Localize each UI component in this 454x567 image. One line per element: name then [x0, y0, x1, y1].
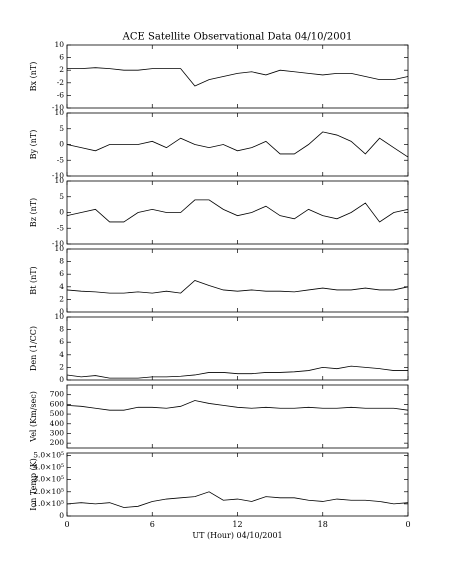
y-tick-label: 0 — [59, 208, 64, 217]
y-tick-label: 2 — [59, 65, 64, 74]
data-line — [66, 280, 409, 294]
x-tick-label: 0 — [64, 520, 69, 529]
y-tick-label: 8 — [59, 325, 64, 334]
y-tick-label: 4 — [59, 350, 64, 359]
y-tick-label: -10 — [52, 239, 64, 248]
y-tick-label: -2 — [57, 78, 65, 87]
chart-title: ACE Satellite Observational Data 04/10/2… — [122, 32, 353, 43]
x-axis-label: UT (Hour) 04/10/2001 — [192, 531, 282, 540]
panel-frame — [66, 316, 409, 381]
y-tick-label: -6 — [57, 90, 65, 99]
y-axis-label: Ion Temp (K) — [29, 458, 38, 511]
y-tick-label: 5 — [59, 124, 64, 133]
data-line — [67, 67, 409, 87]
panel-frame — [66, 384, 409, 449]
y-axis-label: Den (1/CC) — [29, 326, 38, 371]
y-tick-label: 5.0×10⁵ — [33, 450, 64, 459]
panel-frame — [66, 248, 409, 313]
panel-frame — [66, 452, 409, 517]
y-tick-label: 6 — [59, 269, 64, 278]
y-tick-label: 10 — [54, 176, 64, 185]
data-line — [66, 365, 408, 379]
x-tick-label: 0 — [405, 520, 410, 529]
panel-frame — [66, 44, 409, 109]
y-tick-label: 10 — [54, 40, 64, 49]
y-tick-label: 2 — [59, 362, 64, 371]
y-tick-label: 3.0×10⁵ — [33, 475, 64, 484]
y-tick-label: 0 — [59, 375, 64, 384]
y-tick-label: -10 — [52, 171, 64, 180]
panel-frame — [66, 180, 409, 245]
y-tick-label: 6 — [59, 337, 64, 346]
y-tick-label: 8 — [59, 257, 64, 266]
y-tick-label: 1.0×10⁵ — [33, 499, 64, 508]
y-tick-label: -10 — [52, 103, 64, 112]
x-tick-label: 12 — [232, 520, 242, 529]
y-tick-label: 0 — [59, 511, 64, 520]
y-tick-label: 200 — [50, 438, 65, 447]
y-tick-label: 400 — [50, 419, 65, 428]
y-tick-label: -5 — [57, 223, 65, 232]
y-tick-label: 10 — [54, 244, 64, 253]
y-tick-label: 2 — [59, 294, 64, 303]
y-tick-label: 0 — [59, 140, 64, 149]
y-tick-label: 4 — [59, 282, 64, 291]
y-tick-label: 300 — [50, 428, 65, 437]
x-tick-label: 6 — [150, 520, 155, 529]
y-tick-label: 4.0×10⁵ — [33, 463, 64, 472]
y-axis-label: Bx (nT) — [29, 62, 38, 92]
data-line — [66, 131, 409, 158]
y-axis-label: Bt (nT) — [29, 266, 38, 294]
y-tick-label: 6 — [59, 53, 64, 62]
y-tick-label: 10 — [54, 312, 64, 321]
y-tick-label: 500 — [50, 409, 65, 418]
data-line — [66, 400, 409, 411]
x-tick-label: 18 — [318, 520, 328, 529]
y-axis-label: Vel (Km/sec) — [29, 391, 38, 443]
y-tick-label: 700 — [50, 390, 65, 399]
y-tick-label: 2.0×10⁵ — [33, 487, 64, 496]
y-axis-label: By (nT) — [29, 130, 38, 160]
y-axis-label: Bz (nT) — [29, 198, 38, 227]
y-tick-label: -5 — [57, 155, 65, 164]
data-line — [66, 491, 409, 508]
y-tick-label: 5 — [59, 192, 64, 201]
y-tick-label: 10 — [54, 108, 64, 117]
y-tick-label: 0 — [59, 307, 64, 316]
y-tick-label: 600 — [50, 399, 65, 408]
data-line — [66, 199, 409, 223]
